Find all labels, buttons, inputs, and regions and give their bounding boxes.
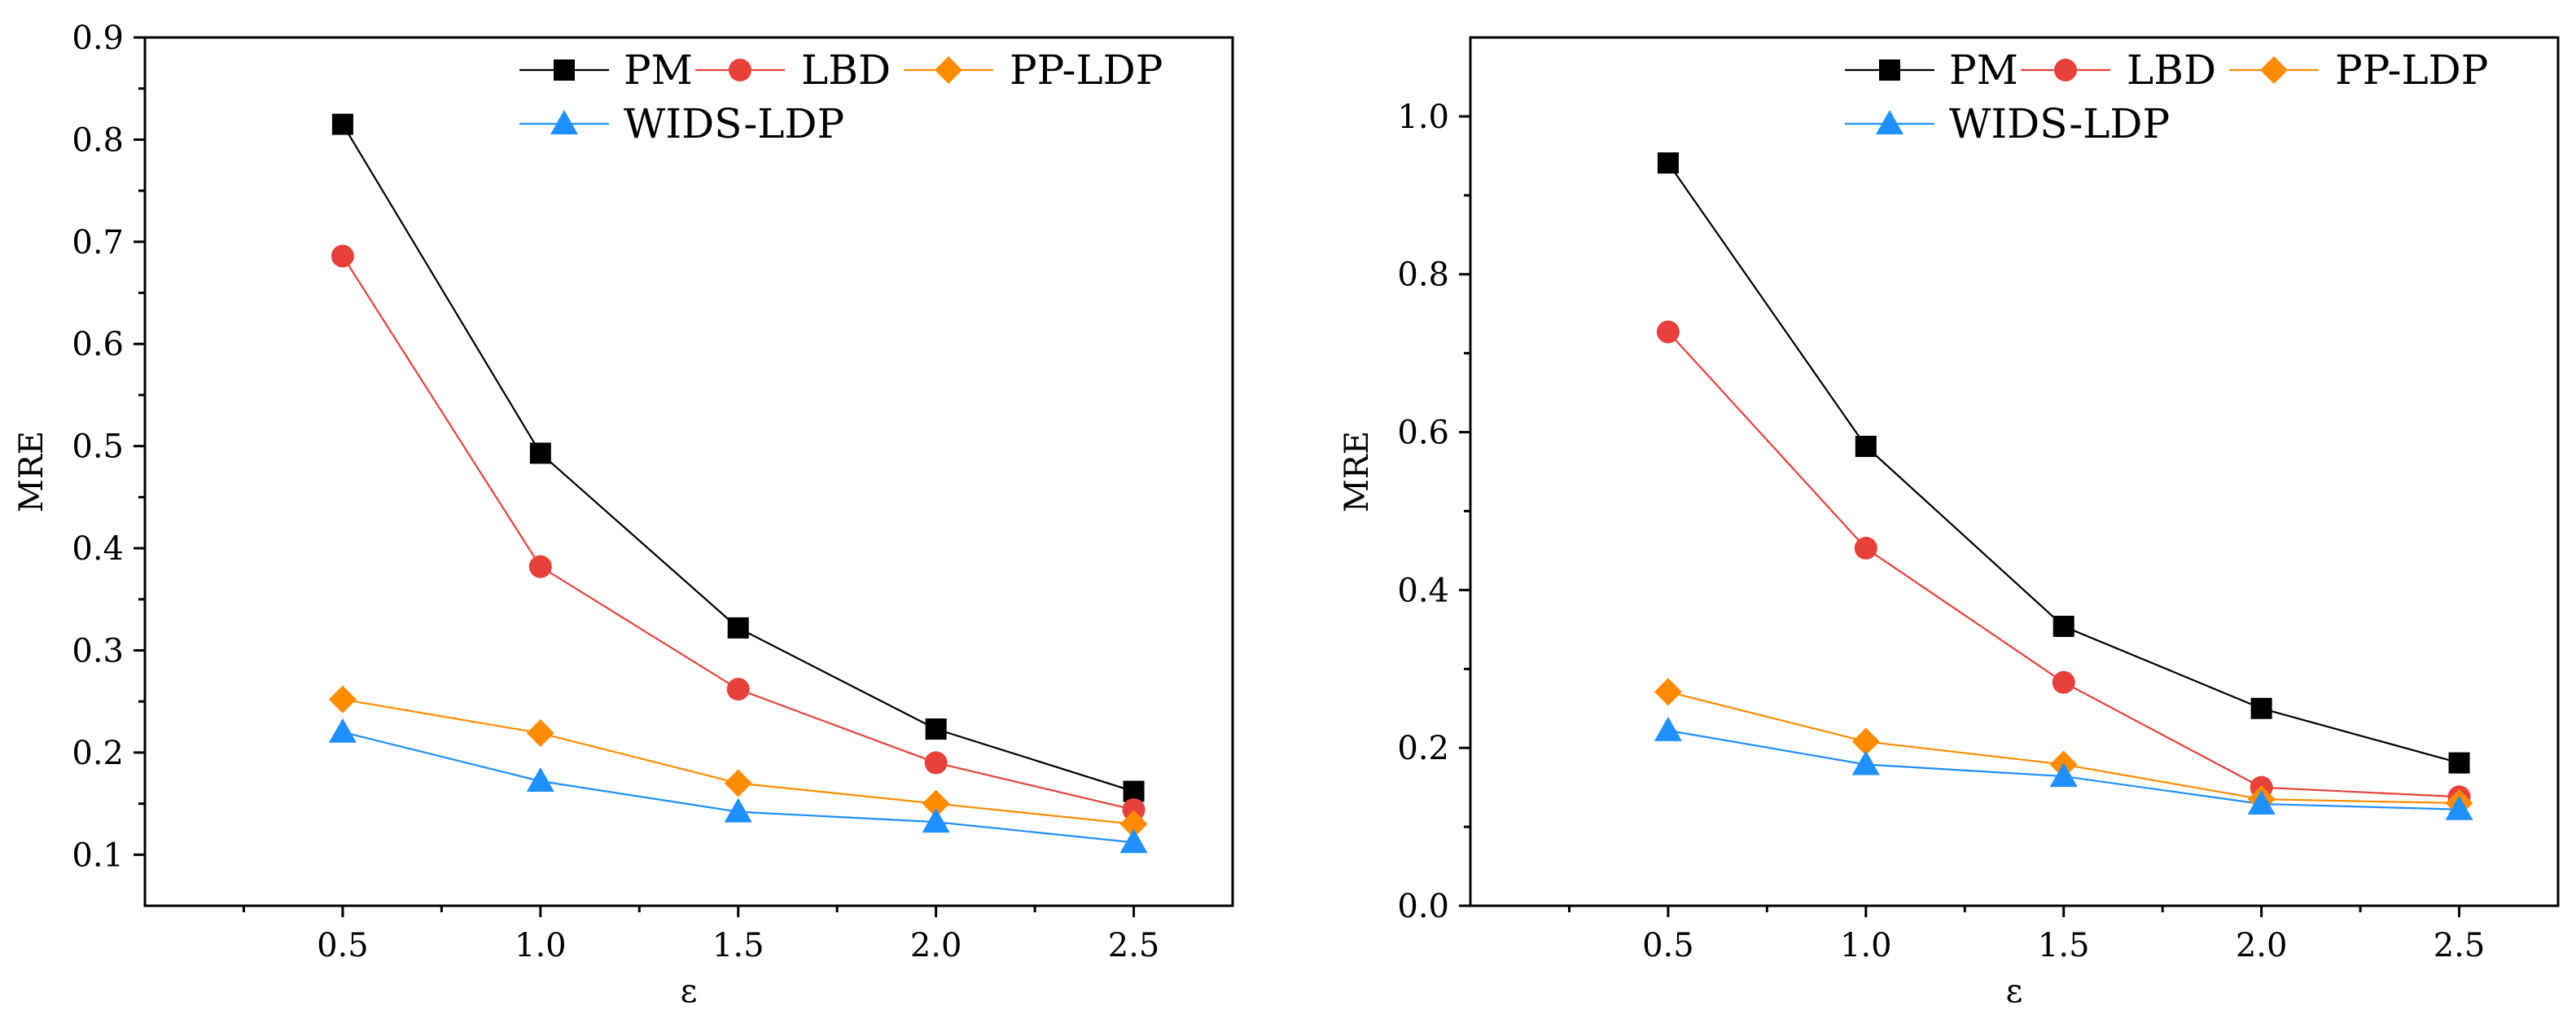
y-tick-label: 0.0 bbox=[1397, 888, 1449, 925]
data-point-wids-ldp bbox=[2445, 795, 2473, 820]
data-point-wids-ldp bbox=[328, 718, 357, 743]
x-tick-label: 0.5 bbox=[317, 927, 369, 964]
data-point-pm bbox=[727, 617, 749, 639]
legend-label: PM bbox=[624, 46, 693, 94]
data-point-lbd bbox=[1122, 798, 1146, 822]
data-point-lbd bbox=[331, 244, 354, 268]
data-point-pp-ldp bbox=[526, 719, 554, 748]
x-tick-label: 2.5 bbox=[1108, 927, 1160, 964]
legend-marker bbox=[2260, 56, 2288, 84]
data-point-pm bbox=[2448, 752, 2470, 774]
x-tick-label: 1.5 bbox=[2038, 927, 2090, 964]
data-point-wids-ldp bbox=[526, 766, 554, 792]
data-point-wids-ldp bbox=[1119, 828, 1148, 854]
data-point-pp-ldp bbox=[328, 685, 357, 714]
data-point-lbd bbox=[528, 555, 552, 578]
y-axis-label: MRE bbox=[1338, 431, 1376, 512]
y-tick-label: 0.3 bbox=[72, 632, 124, 670]
y-tick-label: 0.2 bbox=[72, 735, 124, 772]
y-tick-label: 0.6 bbox=[72, 326, 124, 363]
x-tick-label: 2.0 bbox=[910, 927, 962, 964]
y-tick-label: 0.5 bbox=[72, 428, 124, 466]
legend-item-pp-ldp: PP-LDP bbox=[904, 46, 1163, 94]
legend-marker bbox=[1879, 59, 1900, 81]
data-point-lbd bbox=[924, 751, 948, 775]
legend-marker bbox=[554, 59, 575, 81]
y-tick-label: 0.8 bbox=[1397, 257, 1449, 294]
y-tick-label: 0.4 bbox=[72, 530, 124, 568]
data-point-lbd bbox=[1656, 320, 1680, 344]
x-tick-label: 0.5 bbox=[1642, 927, 1694, 964]
data-point-pm bbox=[529, 442, 551, 464]
data-point-wids-ldp bbox=[922, 808, 950, 833]
x-tick-label: 1.0 bbox=[515, 927, 567, 964]
y-axis-label: MRE bbox=[13, 431, 50, 512]
legend-item-wids-ldp: WIDS-LDP bbox=[519, 100, 844, 147]
x-tick-label: 1.0 bbox=[1840, 927, 1892, 964]
x-tick-label: 1.5 bbox=[712, 927, 764, 964]
y-tick-label: 0.4 bbox=[1397, 572, 1449, 609]
legend-item-lbd: LBD bbox=[2021, 46, 2216, 94]
y-tick-label: 0.9 bbox=[72, 20, 124, 57]
legend-marker bbox=[550, 110, 578, 134]
legend-item-lbd: LBD bbox=[695, 46, 891, 94]
x-tick-label: 2.5 bbox=[2434, 927, 2486, 964]
series-line-lbd bbox=[341, 255, 1134, 811]
legend-marker bbox=[2054, 59, 2077, 81]
data-point-pm bbox=[2250, 697, 2272, 719]
plot-frame bbox=[1469, 36, 2560, 907]
legend-marker bbox=[935, 56, 962, 84]
x-axis-label: ε bbox=[2006, 973, 2023, 1010]
legend-item-pm: PM bbox=[1845, 46, 2018, 94]
data-point-wids-ldp bbox=[2247, 789, 2276, 815]
data-point-pm bbox=[925, 718, 947, 740]
y-tick-label: 0.8 bbox=[72, 121, 124, 159]
series-line-lbd bbox=[1667, 331, 2460, 798]
y-tick-label: 1.0 bbox=[1397, 99, 1449, 136]
data-point-lbd bbox=[1854, 537, 1877, 560]
data-point-lbd bbox=[2052, 670, 2075, 694]
data-point-pm bbox=[1855, 435, 1877, 457]
data-point-pp-ldp bbox=[1119, 810, 1148, 838]
legend-label: LBD bbox=[801, 46, 891, 94]
chart-left: 0.1 0.2 0.3 0.4 0.5 0.6 0.7 0.8 0.9 0.5 1.0 1.5 2.0 2… bbox=[13, 20, 1234, 1010]
data-point-lbd bbox=[726, 678, 750, 701]
data-point-pm bbox=[2052, 615, 2074, 637]
legend-label: PP-LDP bbox=[1010, 46, 1163, 94]
x-tick-label: 2.0 bbox=[2236, 927, 2288, 964]
data-point-wids-ldp bbox=[1654, 716, 1682, 741]
y-tick-label: 0.1 bbox=[72, 837, 124, 874]
legend-item-wids-ldp: WIDS-LDP bbox=[1845, 100, 2170, 147]
legend: PM LBD PP-LDP WIDS-LDP bbox=[1845, 46, 2488, 147]
legend-marker bbox=[729, 59, 751, 81]
legend-label: WIDS-LDP bbox=[1949, 100, 2170, 147]
legend: PM LBD PP-LDP WIDS-LDP bbox=[519, 46, 1163, 147]
data-point-wids-ldp bbox=[1851, 750, 1880, 775]
data-point-wids-ldp bbox=[2049, 762, 2078, 788]
data-point-pp-ldp bbox=[724, 769, 752, 797]
legend-label: WIDS-LDP bbox=[624, 100, 844, 147]
y-tick-label: 0.7 bbox=[72, 224, 124, 261]
data-point-pm bbox=[1657, 152, 1679, 174]
chart-right: 0.0 0.2 0.4 0.6 0.8 1.0 0.5 1.0 1.5 2.0 2.5 MRE ε PM L… bbox=[1338, 36, 2560, 1010]
data-point-pp-ldp bbox=[1654, 678, 1682, 706]
legend-label: LBD bbox=[2127, 46, 2216, 94]
y-tick-label: 0.6 bbox=[1397, 415, 1449, 452]
legend-item-pp-ldp: PP-LDP bbox=[2229, 46, 2488, 94]
data-point-pp-ldp bbox=[1851, 727, 1880, 756]
data-point-pm bbox=[331, 113, 353, 135]
legend-label: PM bbox=[1949, 46, 2018, 94]
data-point-wids-ldp bbox=[724, 797, 752, 823]
legend-marker bbox=[1876, 110, 1904, 134]
legend-item-pm: PM bbox=[519, 46, 693, 94]
x-axis-label: ε bbox=[681, 973, 698, 1010]
legend-label: PP-LDP bbox=[2335, 46, 2488, 94]
y-tick-label: 0.2 bbox=[1397, 730, 1449, 767]
plot-frame bbox=[143, 36, 1234, 907]
data-point-pp-ldp bbox=[922, 789, 950, 818]
